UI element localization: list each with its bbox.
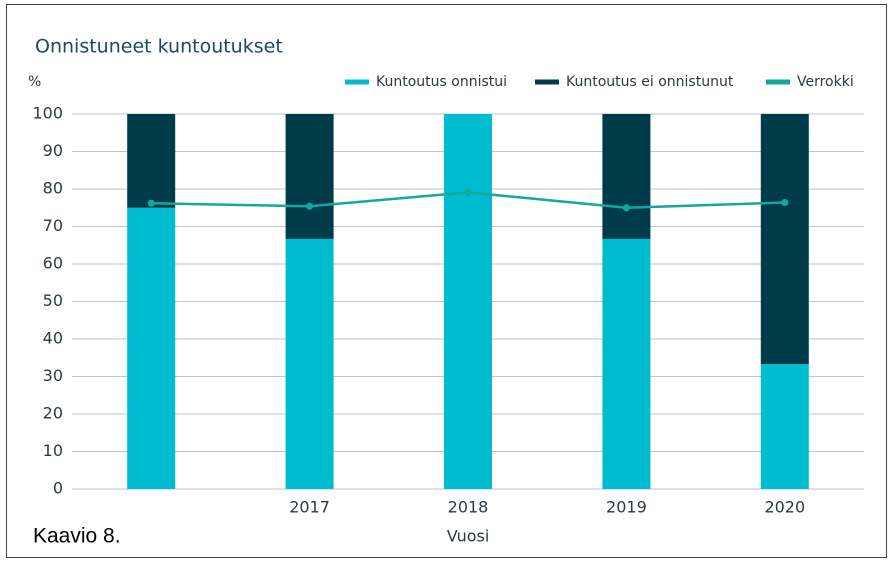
caption: Kaavio 8. xyxy=(33,525,121,548)
bar xyxy=(285,114,334,239)
y-tick-label: 80 xyxy=(43,179,63,198)
legend-label: Kuntoutus onnistui xyxy=(376,74,507,90)
x-tick-label: 2017 xyxy=(289,498,330,517)
line-point xyxy=(147,199,155,207)
bar xyxy=(602,238,651,489)
y-tick-label: 60 xyxy=(43,254,63,273)
line-point xyxy=(464,188,472,196)
y-axis-label: % xyxy=(28,74,41,90)
bar xyxy=(760,114,809,365)
y-tick-label: 50 xyxy=(43,291,63,310)
y-tick-label: 10 xyxy=(43,441,63,460)
y-tick-label: 100 xyxy=(32,104,63,123)
bar xyxy=(285,238,334,489)
y-tick-label: 30 xyxy=(43,366,63,385)
bar xyxy=(602,114,651,239)
x-tick-label: 2019 xyxy=(606,498,647,517)
bar xyxy=(444,114,492,489)
chart-title: Onnistuneet kuntoutukset xyxy=(35,36,283,58)
legend-label: Kuntoutus ei onnistunut xyxy=(566,74,734,90)
x-tick-label: 2020 xyxy=(764,498,805,517)
x-tick-label: 2018 xyxy=(448,498,489,517)
line-point xyxy=(306,202,314,210)
y-tick-label: 90 xyxy=(43,141,63,160)
y-tick-label: 20 xyxy=(43,404,63,423)
bar xyxy=(127,207,176,489)
caption-box xyxy=(8,500,173,556)
y-tick-label: 40 xyxy=(43,329,63,348)
y-tick-label: 70 xyxy=(43,216,63,235)
line-point xyxy=(622,204,630,212)
y-tick-label: 0 xyxy=(53,479,63,498)
bar xyxy=(760,364,809,489)
line-point xyxy=(781,199,789,206)
bar xyxy=(127,114,176,208)
legend-label: Verrokki xyxy=(797,74,854,90)
x-axis-label: Vuosi xyxy=(447,527,490,546)
